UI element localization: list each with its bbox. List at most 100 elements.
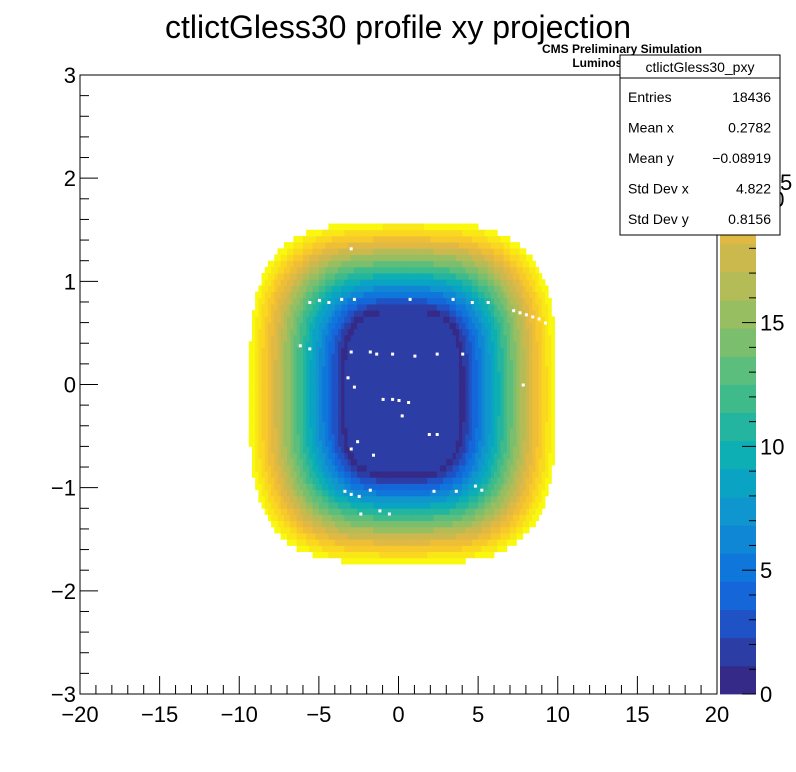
heatmap-cell: [379, 248, 383, 255]
heatmap-cell: [436, 285, 441, 293]
heatmap-cell: [344, 310, 348, 317]
heatmap-cell: [344, 557, 348, 565]
heatmap-cell: [309, 434, 313, 441]
heatmap-cell: [325, 452, 329, 460]
heatmap-cell: [267, 458, 272, 466]
heatmap-cell: [353, 514, 358, 522]
heatmap-cell: [334, 235, 339, 243]
heatmap-cell: [417, 495, 422, 503]
heatmap-cell: [357, 477, 361, 484]
heatmap-cell: [455, 551, 460, 559]
heatmap-cell: [350, 557, 355, 565]
heatmap-cell: [519, 328, 524, 336]
heatmap-cell: [513, 526, 517, 534]
heatmap-cell: [360, 539, 364, 546]
heatmap-cell: [490, 242, 495, 249]
heatmap-cell: [535, 409, 540, 416]
heatmap-cell: [443, 304, 447, 311]
heatmap-cell: [337, 291, 342, 299]
heatmap-cell: [325, 254, 329, 262]
heatmap-cell: [417, 273, 422, 280]
heatmap-cell: [398, 316, 403, 323]
heatmap-cell: [341, 384, 345, 392]
heatmap-cell: [280, 310, 285, 317]
heatmap-cell: [290, 514, 294, 522]
heatmap-cell: [487, 322, 492, 330]
heatmap-cell: [490, 427, 495, 435]
heatmap-cell: [267, 279, 272, 286]
heatmap-cell: [382, 341, 387, 348]
heatmap-cell: [353, 310, 358, 317]
heatmap-cell: [325, 514, 329, 522]
heatmap-cell: [296, 328, 301, 336]
heatmap-cell: [522, 427, 527, 435]
heatmap-cell: [436, 526, 441, 534]
heatmap-cell: [423, 551, 428, 559]
heatmap-cell: [274, 514, 278, 522]
heatmap-cell: [433, 384, 438, 392]
heatmap-cell: [366, 328, 371, 336]
heatmap-cell: [350, 378, 355, 385]
heatmap-cell: [494, 403, 498, 410]
heatmap-cell: [535, 452, 540, 460]
heatmap-cell: [455, 489, 460, 497]
heatmap-cell: [360, 520, 364, 528]
heatmap-cell: [535, 390, 540, 398]
heatmap-cell: [264, 446, 269, 453]
heatmap-cell: [309, 495, 313, 503]
heatmap-cell: [328, 254, 333, 262]
heatmap-cell: [414, 396, 419, 404]
heatmap-cell: [468, 328, 473, 336]
heatmap-cell: [513, 372, 517, 379]
heatmap-cell: [373, 260, 377, 268]
heatmap-cell: [452, 458, 457, 466]
heatmap-cell: [449, 229, 454, 237]
heatmap-cell: [373, 551, 377, 559]
heatmap-cell: [363, 304, 368, 311]
heatmap-cell: [487, 260, 492, 268]
heatmap-cell: [283, 291, 288, 299]
heatmap-cell: [449, 471, 454, 478]
heatmap-cell: [525, 260, 530, 268]
heatmap-cell: [264, 322, 269, 330]
heatmap-cell: [423, 440, 428, 447]
heatmap-cell: [455, 285, 460, 293]
heatmap-cell: [315, 341, 320, 348]
heatmap-cell: [401, 545, 406, 553]
heatmap-cell: [532, 471, 536, 478]
heatmap-cell: [490, 353, 495, 361]
heatmap-cell: [357, 415, 361, 423]
heatmap-cell: [309, 248, 313, 255]
heatmap-cell: [376, 291, 380, 299]
heatmap-cell: [325, 242, 329, 249]
heatmap-cell: [430, 310, 434, 317]
heatmap-cell: [548, 458, 552, 466]
heatmap-cell: [344, 427, 348, 435]
heatmap-cell: [360, 458, 364, 466]
heatmap-cell: [462, 365, 466, 373]
heatmap-cell: [417, 260, 422, 268]
heatmap-cell: [455, 310, 460, 317]
heatmap-cell: [487, 427, 492, 435]
heatmap-cell: [398, 291, 403, 299]
heatmap-cell: [490, 489, 495, 497]
heatmap-cell: [497, 508, 501, 515]
heatmap-cell: [497, 489, 501, 497]
heatmap-cell: [322, 297, 326, 305]
heatmap-cell: [322, 273, 326, 280]
heatmap-cell: [481, 334, 485, 342]
heatmap-cell: [401, 353, 406, 361]
heatmap-cell: [487, 242, 492, 249]
heatmap-cell: [430, 489, 434, 497]
heatmap-cell: [398, 279, 403, 286]
heatmap-cell: [420, 421, 425, 429]
heatmap-cell: [408, 347, 412, 354]
heatmap-cell: [497, 347, 501, 354]
heatmap-cell: [373, 316, 377, 323]
heatmap-cell: [427, 409, 431, 416]
heatmap-cell: [312, 279, 317, 286]
heatmap-cell: [509, 502, 514, 509]
heatmap-cell: [258, 396, 262, 404]
heatmap-cell: [481, 520, 485, 528]
heatmap-cell: [290, 285, 294, 293]
